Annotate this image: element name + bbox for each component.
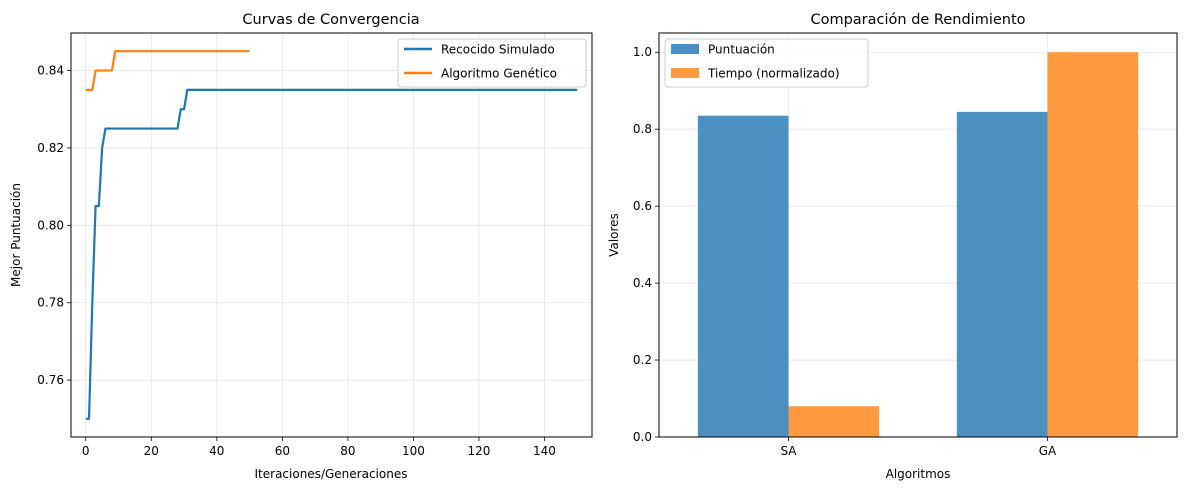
x-tick-label: 100 <box>402 444 425 458</box>
x-tick-label: 20 <box>144 444 159 458</box>
y-tick-label: 1.0 <box>633 45 652 59</box>
x-tick-label: 40 <box>209 444 224 458</box>
series-line-recocido-simulado <box>85 88 578 420</box>
performance-chart: Comparación de Rendimiento 0.00.20.40.60… <box>607 12 1178 481</box>
bar-ga-puntuacion <box>956 111 1048 437</box>
convergence-legend: Recocido Simulado Algoritmo Genético <box>397 38 587 88</box>
convergence-y-axis-label: Mejor Puntuación <box>9 183 23 287</box>
convergence-ticks: 0 20 40 60 80 100 120 140 0.76 0.78 0.80 0.82 0.84 <box>37 64 556 458</box>
y-tick-label: 0.84 <box>37 64 64 78</box>
y-tick-label: 0.82 <box>37 141 64 155</box>
x-tick-label-sa: SA <box>780 444 797 458</box>
legend-swatch-tiempo-normalizado <box>671 68 699 78</box>
y-tick-label: 0.76 <box>37 373 64 387</box>
legend-label-recocido-simulado: Recocido Simulado <box>441 43 555 57</box>
performance-bars <box>697 52 1139 437</box>
convergence-plot-frame <box>70 32 593 438</box>
bar-sa-puntuacion <box>697 115 789 437</box>
y-tick-label: 0.78 <box>37 296 64 310</box>
series-line-algoritmo-genetico <box>85 50 250 91</box>
legend-swatch-puntuacion <box>671 44 699 54</box>
y-tick-label: 0.4 <box>633 276 652 290</box>
y-tick-label: 0.6 <box>633 199 652 213</box>
bar-ga-tiempo-normalizado <box>1047 52 1139 437</box>
performance-legend: Puntuación Tiempo (normalizado) <box>664 38 869 88</box>
x-tick-label-ga: GA <box>1039 444 1057 458</box>
x-tick-label: 60 <box>275 444 290 458</box>
y-tick-label: 0.8 <box>633 122 652 136</box>
performance-ticks: 0.0 0.2 0.4 0.6 0.8 1.0 SA GA <box>633 45 1057 458</box>
bar-sa-tiempo-normalizado <box>788 406 880 437</box>
convergence-legend-box <box>397 38 587 88</box>
x-tick-label: 0 <box>82 444 90 458</box>
x-tick-label: 80 <box>340 444 355 458</box>
performance-plot-frame <box>658 32 1178 438</box>
convergence-lines <box>85 50 578 420</box>
y-tick-label: 0.0 <box>633 430 652 444</box>
performance-chart-title: Comparación de Rendimiento <box>810 12 1025 28</box>
performance-x-axis-label: Algoritmos <box>886 467 951 481</box>
legend-label-tiempo-normalizado: Tiempo (normalizado) <box>707 67 840 81</box>
performance-legend-box <box>664 38 869 88</box>
x-tick-label: 120 <box>467 444 490 458</box>
convergence-chart: Curvas de Convergencia 0 20 40 60 80 100 120 14… <box>9 12 593 481</box>
convergence-chart-title: Curvas de Convergencia <box>242 12 419 28</box>
y-tick-label: 0.80 <box>37 218 64 232</box>
performance-y-axis-label: Valores <box>607 213 621 257</box>
legend-label-algoritmo-genetico: Algoritmo Genético <box>441 67 557 81</box>
y-tick-label: 0.2 <box>633 353 652 367</box>
x-tick-label: 140 <box>533 444 556 458</box>
convergence-x-axis-label: Iteraciones/Generaciones <box>255 467 408 481</box>
legend-label-puntuacion: Puntuación <box>708 43 775 57</box>
